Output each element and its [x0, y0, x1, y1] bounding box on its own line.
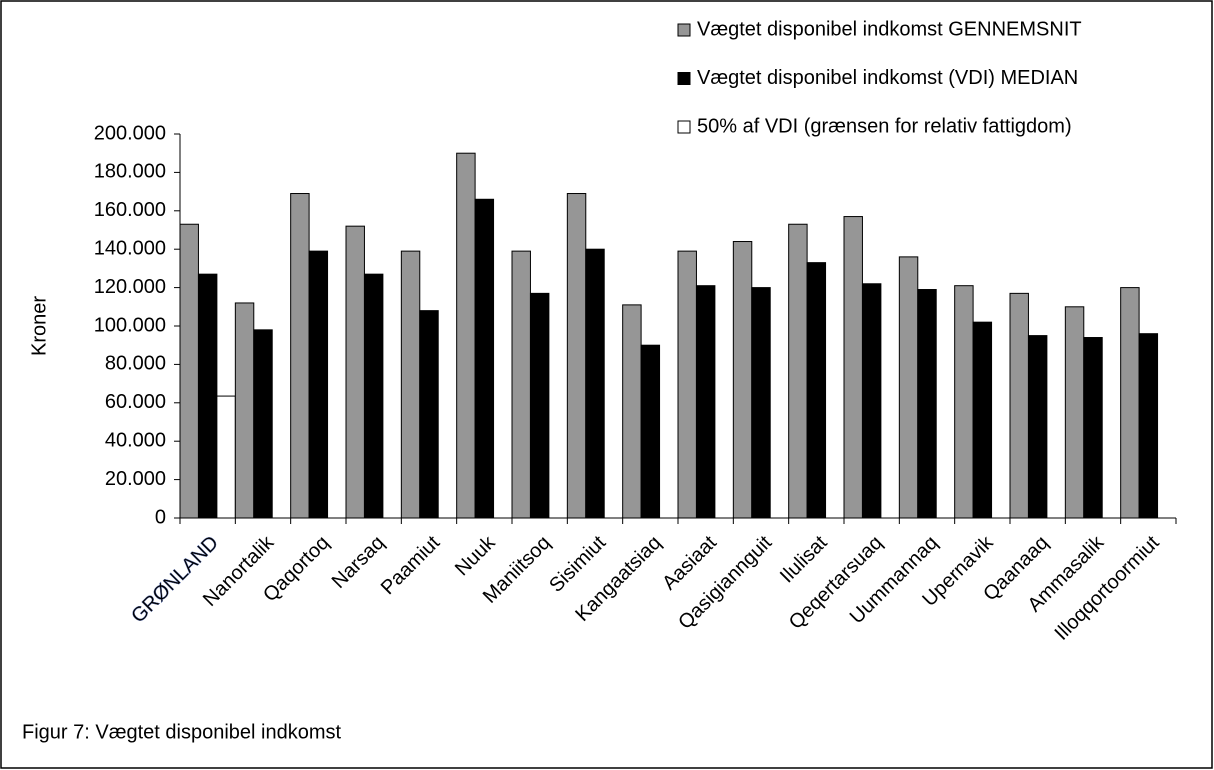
bar: [788, 223, 808, 519]
y-tick-label: 40.000: [105, 429, 166, 451]
y-tick-label: 20.000: [105, 468, 166, 490]
bar: [1027, 335, 1048, 519]
bar: [751, 287, 771, 519]
bar: [456, 152, 476, 519]
legend-label: Vægtet disponibel indkomst (VDI) MEDIAN: [697, 67, 1078, 89]
bar: [1138, 333, 1159, 519]
bar: [308, 250, 329, 519]
legend-swatch: [677, 72, 691, 85]
bar: [677, 250, 697, 519]
bar: [954, 285, 974, 519]
y-tick-label: 200.000: [94, 122, 166, 144]
bar: [1083, 337, 1103, 519]
bar: [529, 292, 550, 519]
bar: [253, 329, 273, 519]
y-tick-label: 160.000: [94, 199, 166, 221]
bar: [511, 250, 531, 519]
bar: [806, 262, 827, 519]
bar: [345, 225, 365, 519]
y-tick-label: 80.000: [105, 353, 166, 375]
legend-label: Vægtet disponibel indkomst GENNEMSNIT: [697, 18, 1082, 40]
bar: [695, 285, 716, 519]
y-tick-label: 180.000: [94, 161, 166, 183]
bar: [1120, 287, 1140, 519]
bar: [843, 216, 863, 519]
bar: [234, 302, 255, 519]
y-tick-label: 60.000: [105, 391, 166, 413]
bar: [1009, 292, 1029, 519]
caption: Figur 7: Vægtet disponibel indkomst: [22, 721, 341, 743]
bar: [566, 193, 587, 519]
bar: [363, 273, 384, 519]
bar: [861, 283, 882, 519]
y-axis-title: Kroner: [28, 296, 50, 356]
bar: [1064, 306, 1085, 519]
legend-swatch: [677, 120, 691, 134]
bar: [585, 248, 605, 519]
bar: [898, 256, 919, 519]
legend-label: 50% af VDI (grænsen for relativ fattigdo…: [697, 115, 1072, 137]
bar: [917, 289, 937, 519]
bar: [179, 223, 199, 519]
bar: [732, 241, 753, 519]
bar: [972, 321, 993, 519]
y-tick-label: 120.000: [94, 276, 166, 298]
y-tick-label: 100.000: [94, 314, 166, 336]
bar: [400, 250, 421, 519]
y-tick-label: 0: [155, 506, 166, 528]
bar: [216, 395, 236, 519]
bar: [197, 273, 218, 519]
y-tick-label: 140.000: [94, 237, 166, 259]
legend-swatch: [677, 23, 691, 37]
bar: [290, 193, 310, 519]
bar: [622, 304, 642, 519]
bar: [419, 310, 439, 519]
bar: [474, 198, 495, 519]
bar: [640, 344, 661, 519]
